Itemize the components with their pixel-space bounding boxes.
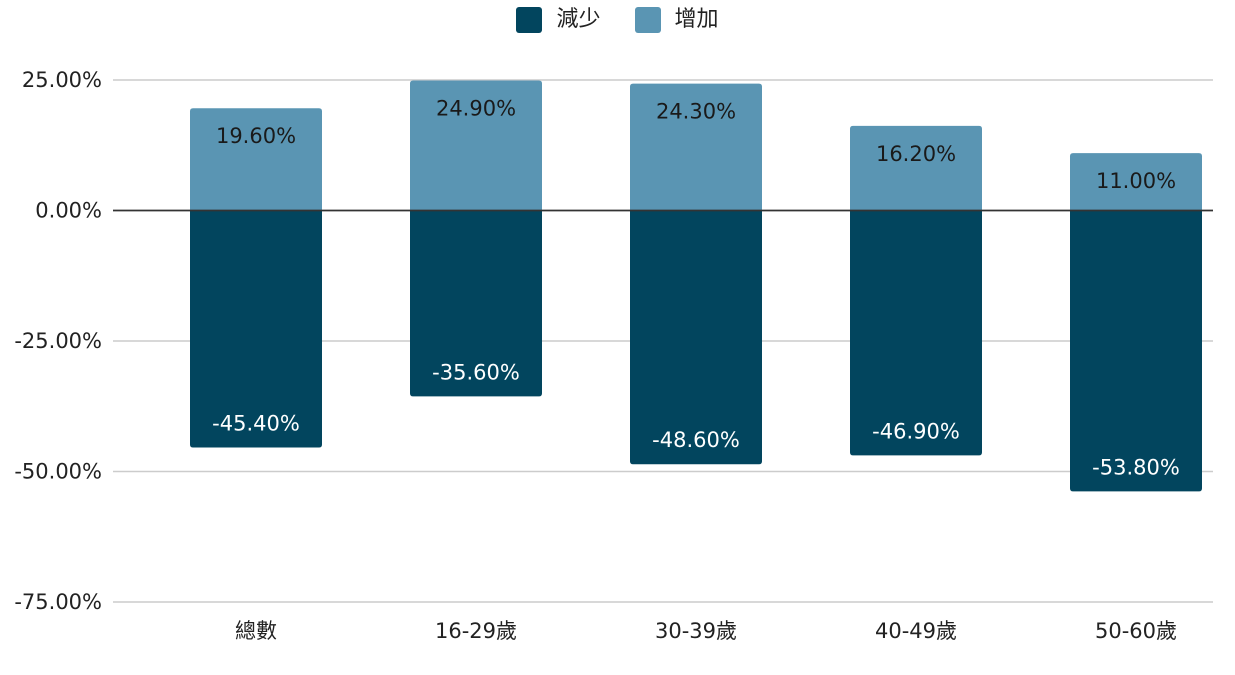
bar-decrease[interactable] [1070, 210, 1202, 492]
data-label-decrease: -48.60% [652, 428, 740, 452]
x-category-label: 30-39歲 [655, 619, 737, 643]
legend: 減少 增加 [0, 4, 1235, 36]
data-label-decrease: -53.80% [1092, 455, 1180, 479]
data-label-decrease: -45.40% [212, 411, 300, 435]
y-tick-label: 0.00% [35, 199, 102, 223]
data-label-increase: 24.90% [436, 97, 516, 121]
bar-decrease[interactable] [630, 210, 762, 465]
x-category-label: 50-60歲 [1095, 619, 1177, 643]
data-label-decrease: -35.60% [432, 360, 520, 384]
legend-item-decrease[interactable]: 減少 [516, 4, 601, 36]
y-tick-label: 25.00% [22, 68, 102, 92]
legend-label-increase: 增加 [674, 7, 719, 32]
bar-increase[interactable] [410, 80, 542, 211]
legend-label-decrease: 減少 [556, 7, 601, 32]
bar-decrease[interactable] [190, 210, 322, 448]
bar-increase[interactable] [190, 108, 322, 211]
bar-increase[interactable] [630, 83, 762, 211]
bar-decrease[interactable] [410, 210, 542, 397]
data-label-increase: 16.20% [876, 142, 956, 166]
y-tick-label: -25.00% [14, 329, 102, 353]
bar-decrease[interactable] [850, 210, 982, 456]
legend-swatch-increase [634, 7, 661, 33]
y-tick-label: -50.00% [14, 460, 102, 484]
legend-item-increase[interactable]: 增加 [634, 4, 719, 36]
legend-swatch-decrease [516, 7, 543, 33]
bar-increase[interactable] [850, 125, 982, 211]
data-label-increase: 19.60% [216, 124, 296, 148]
x-category-label: 40-49歲 [875, 619, 957, 643]
x-category-label: 總數 [235, 619, 277, 643]
data-label-increase: 24.30% [656, 100, 736, 124]
x-category-label: 16-29歲 [435, 619, 517, 643]
bar-increase[interactable] [1070, 153, 1202, 211]
data-label-increase: 11.00% [1096, 169, 1176, 193]
y-tick-label: -75.00% [14, 590, 102, 614]
data-label-decrease: -46.90% [872, 419, 960, 443]
